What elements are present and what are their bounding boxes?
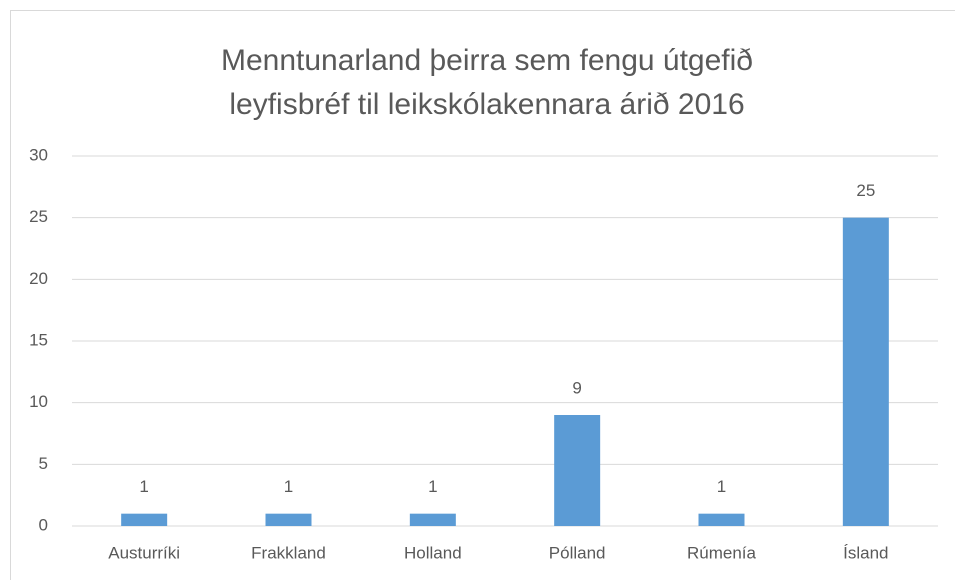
data-label: 1	[284, 477, 293, 496]
y-tick-label: 15	[29, 330, 48, 349]
chart-title: leyfisbréf til leikskólakennara árið 201…	[229, 88, 744, 121]
bar	[121, 513, 168, 526]
y-tick-label: 10	[29, 392, 48, 411]
x-tick-label: Rúmenía	[687, 543, 757, 562]
chart-title: Menntunarland þeirra sem fengu útgefið	[221, 44, 753, 77]
y-tick-label: 25	[29, 207, 48, 226]
y-tick-label: 5	[39, 454, 48, 473]
bar	[698, 513, 745, 526]
chart-border	[10, 10, 955, 580]
x-tick-label: Ísland	[843, 543, 888, 562]
y-tick-label: 20	[29, 269, 48, 288]
bar	[265, 513, 312, 526]
data-label: 1	[428, 477, 437, 496]
y-tick-label: 0	[39, 515, 48, 534]
data-label: 25	[856, 181, 875, 200]
bar	[842, 217, 889, 526]
bar	[409, 513, 456, 526]
data-label: 1	[717, 477, 726, 496]
y-tick-label: 30	[29, 145, 48, 164]
data-label: 1	[139, 477, 148, 496]
x-tick-label: Frakkland	[251, 543, 326, 562]
x-tick-label: Austurríki	[108, 543, 180, 562]
bar	[554, 415, 601, 526]
x-tick-label: Pólland	[549, 543, 606, 562]
x-tick-label: Holland	[404, 543, 462, 562]
data-label: 9	[572, 378, 581, 397]
